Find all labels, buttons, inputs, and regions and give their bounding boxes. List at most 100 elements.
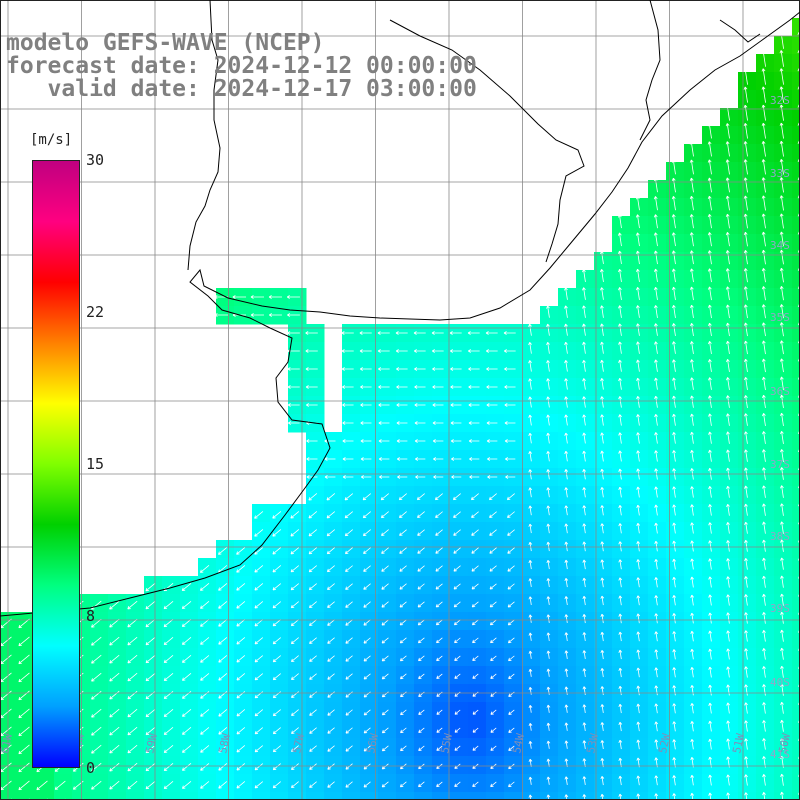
wind-arrow (272, 709, 281, 717)
wind-arrow (618, 359, 622, 372)
wind-arrow (472, 709, 479, 715)
wind-arrow (486, 439, 498, 443)
wind-arrow (504, 367, 516, 371)
wind-arrow (672, 649, 677, 660)
wind-arrow (546, 323, 550, 336)
wind-arrow (435, 529, 443, 536)
field-cell (306, 792, 325, 800)
wind-arrow (546, 776, 551, 785)
wind-arrow (486, 385, 498, 389)
wind-arrow (218, 781, 228, 789)
wind-arrow (725, 340, 730, 355)
wind-arrow (471, 619, 479, 626)
field-cell (792, 72, 800, 91)
wind-arrow (309, 655, 317, 662)
wind-arrow (399, 547, 407, 554)
wind-arrow (690, 395, 694, 408)
wind-arrow (287, 367, 300, 371)
wind-arrow (780, 737, 784, 750)
wind-arrow (582, 668, 587, 678)
field-cell (792, 756, 800, 775)
coastline-lagoon (639, 0, 661, 141)
wind-arrow (218, 547, 228, 555)
wind-arrow (507, 529, 515, 536)
wind-arrow (272, 637, 282, 645)
field-cell (792, 90, 800, 109)
wind-arrow (618, 631, 623, 642)
wind-arrow (400, 745, 407, 752)
wind-arrow (654, 323, 658, 336)
wind-arrow (546, 722, 551, 731)
wind-arrow (377, 331, 390, 335)
wind-arrow (690, 341, 694, 354)
wind-arrow (127, 672, 138, 682)
model-title: modelo GEFS-WAVE (NCEP) (6, 30, 325, 56)
wind-arrow (487, 457, 498, 461)
wind-arrow (272, 727, 281, 735)
wind-arrow (690, 648, 695, 660)
wind-arrow (726, 630, 730, 642)
wind-arrow (618, 414, 622, 426)
field-cell (684, 792, 703, 800)
wind-arrow (600, 287, 604, 300)
wind-arrow (359, 349, 372, 353)
wind-arrow (672, 631, 677, 642)
wind-arrow (413, 349, 426, 353)
wind-arrow (327, 655, 335, 662)
wind-arrow (182, 709, 192, 717)
wind-arrow (528, 740, 533, 749)
wind-arrow (654, 486, 658, 498)
wind-arrow (761, 122, 766, 139)
wind-arrow (528, 704, 533, 713)
wind-arrow (290, 529, 300, 537)
wind-arrow (327, 673, 335, 680)
wind-arrow (564, 686, 569, 695)
field-cell (792, 378, 800, 397)
wind-arrow (780, 683, 784, 696)
wind-arrow (309, 709, 317, 716)
wind-arrow (145, 618, 156, 628)
wind-arrow (672, 431, 676, 444)
wind-arrow (287, 385, 300, 389)
wind-arrow (91, 744, 102, 754)
wind-arrow (564, 541, 569, 552)
wind-arrow (600, 341, 604, 354)
wind-arrow (417, 619, 425, 626)
wind-arrow (546, 614, 551, 623)
wind-arrow (726, 774, 730, 786)
wind-arrow (341, 367, 354, 371)
wind-arrow (344, 547, 353, 555)
wind-arrow (18, 780, 30, 791)
wind-arrow (726, 503, 730, 516)
wind-arrow (708, 558, 712, 570)
wind-arrow (618, 541, 623, 552)
wind-arrow (635, 250, 640, 265)
wind-arrow (435, 547, 443, 554)
wind-arrow (254, 763, 264, 771)
wind-arrow (272, 619, 282, 627)
wind-arrow (432, 439, 444, 443)
wind-arrow (18, 618, 30, 629)
field-cell (18, 792, 37, 800)
wind-arrow (18, 690, 30, 701)
wind-arrow (725, 304, 730, 319)
wind-arrow (287, 313, 300, 317)
wind-arrow (236, 565, 246, 573)
wind-arrow (744, 792, 748, 800)
wind-arrow (564, 396, 568, 408)
wind-arrow (508, 727, 515, 733)
wind-arrow (708, 720, 713, 732)
wind-arrow (381, 673, 389, 680)
wind-arrow (546, 794, 551, 800)
wind-arrow (468, 421, 480, 425)
lon-label: 50W (776, 732, 793, 755)
wind-arrow (432, 367, 444, 371)
wind-arrow (381, 781, 389, 788)
wind-arrow (600, 305, 604, 318)
wind-arrow (308, 493, 318, 501)
wind-arrow (744, 720, 748, 732)
wind-arrow (653, 232, 658, 247)
wind-arrow (309, 619, 317, 627)
wind-arrow (109, 672, 120, 682)
wind-arrow (618, 396, 622, 408)
